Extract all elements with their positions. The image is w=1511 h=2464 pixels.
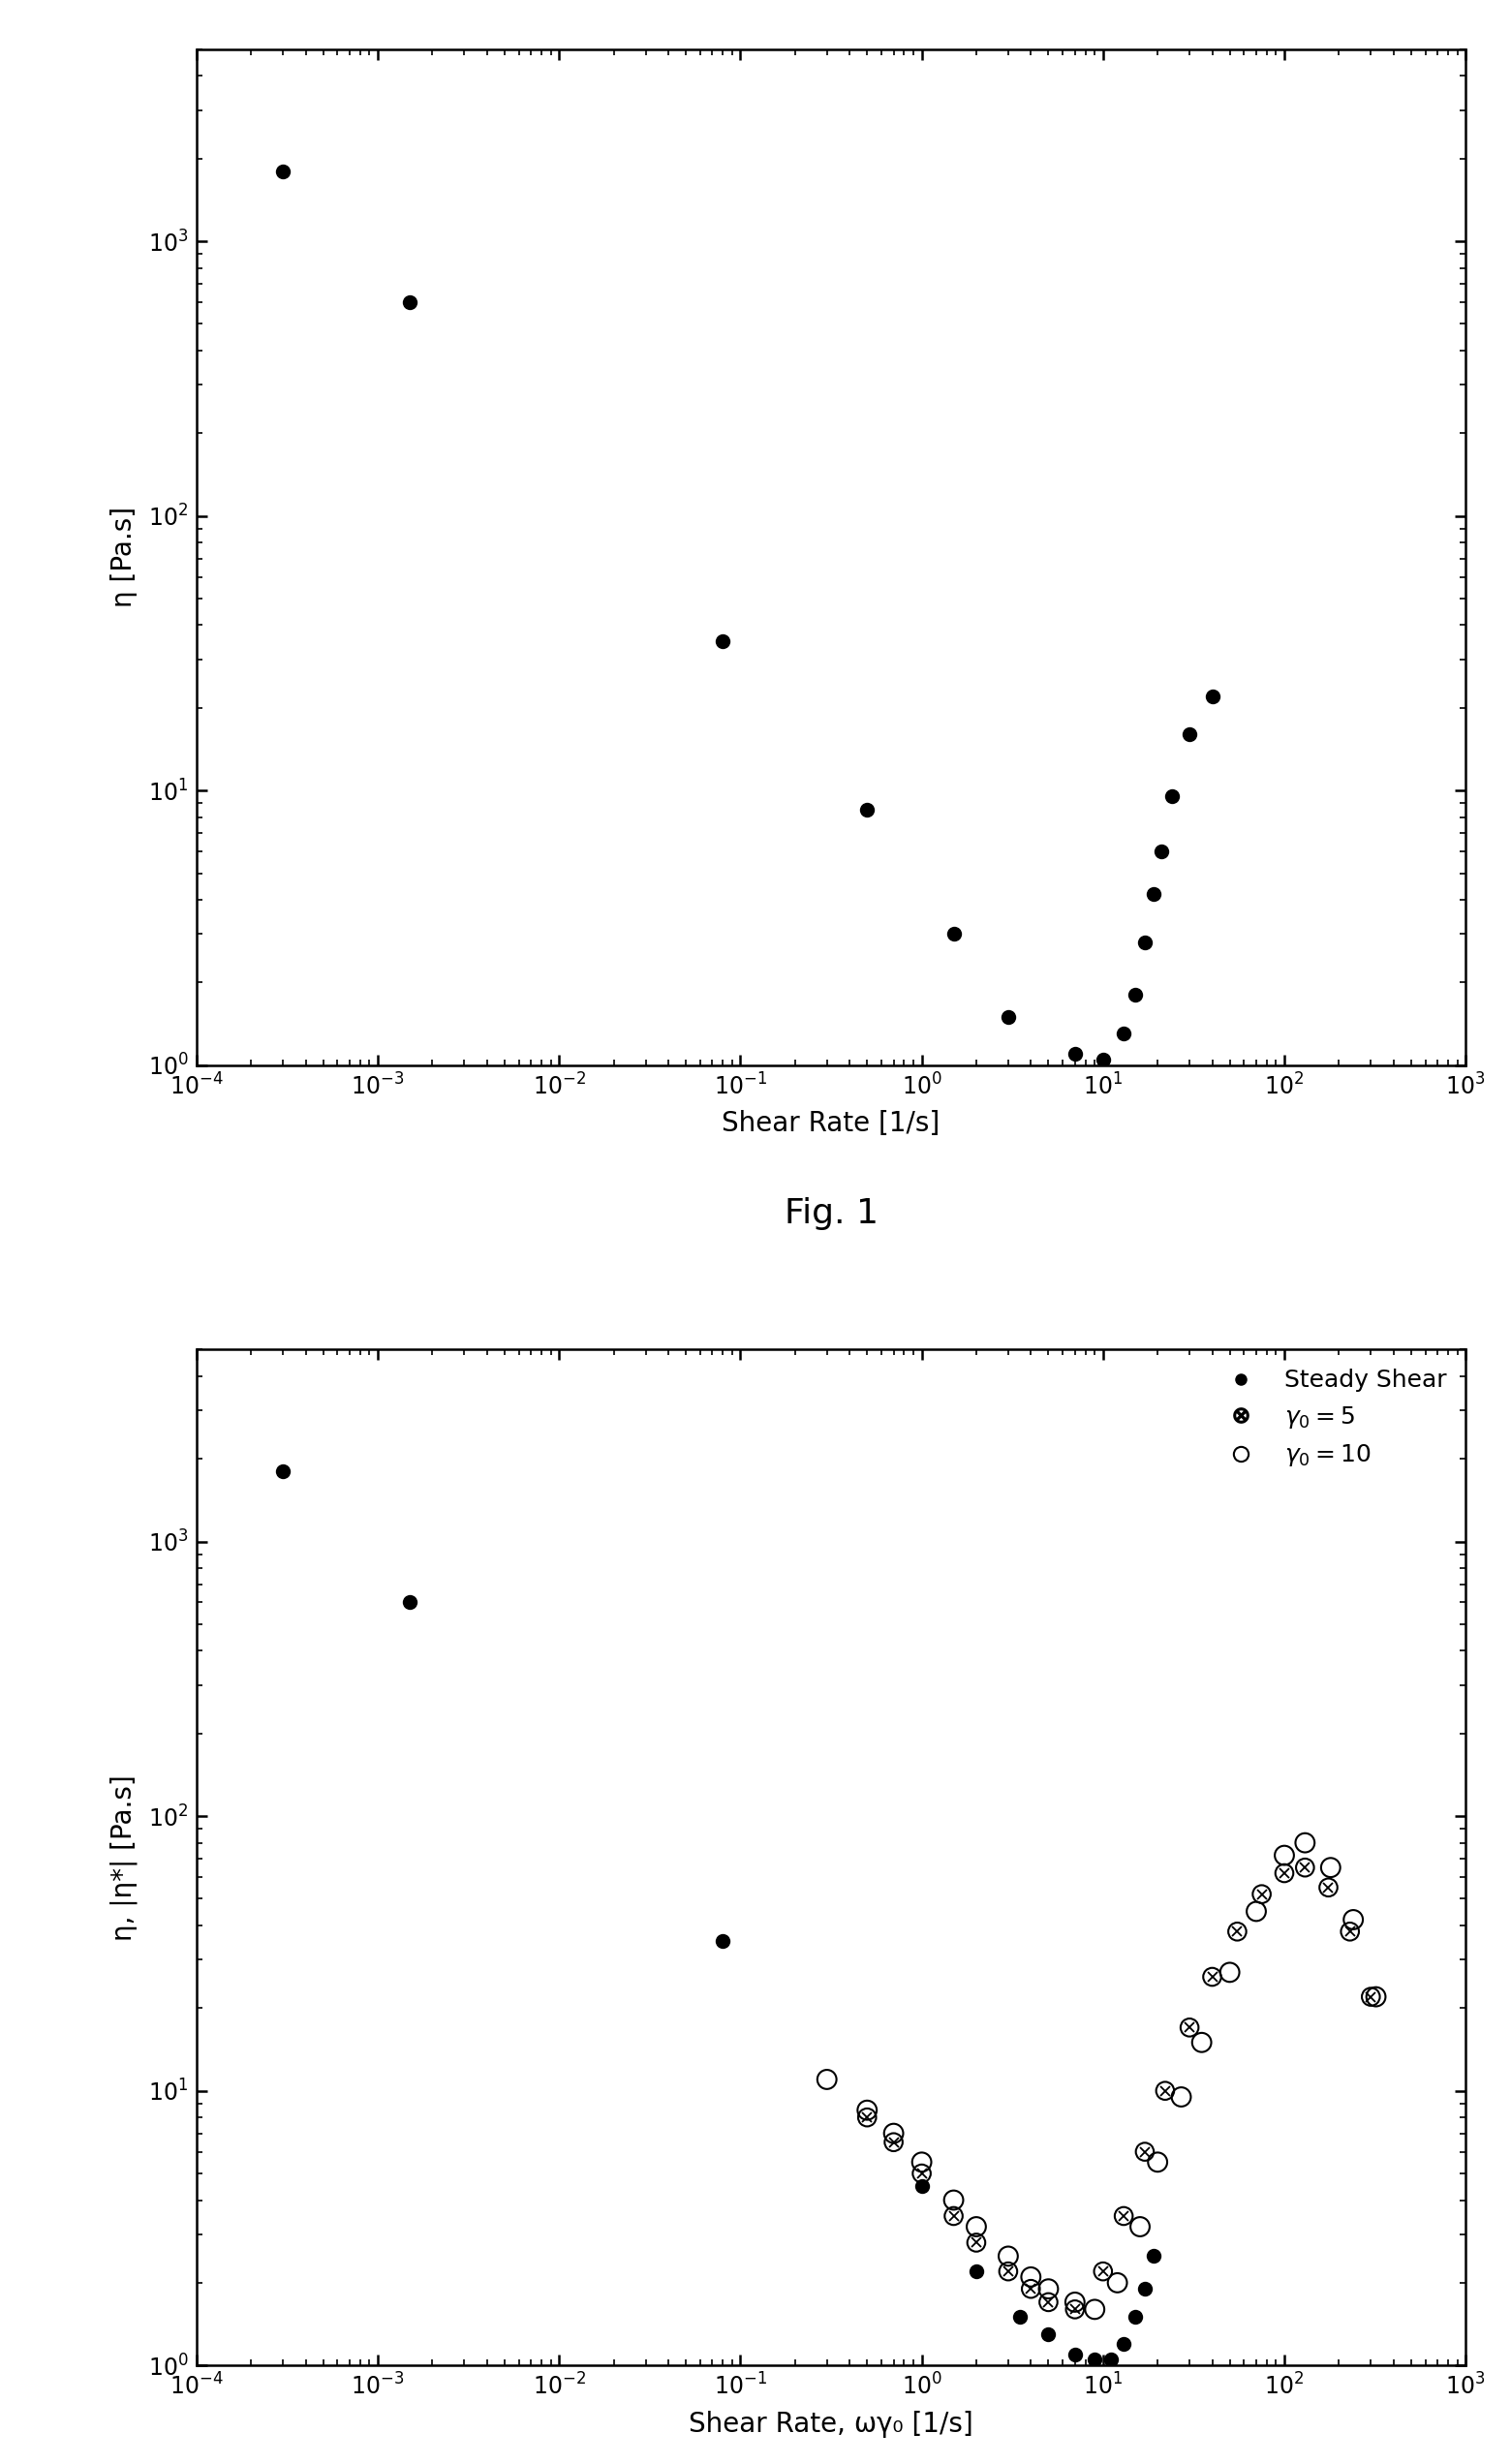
Point: [910, 2154, 934, 2193]
Point: [1062, 1035, 1086, 1074]
X-axis label: Shear Rate [1/s]: Shear Rate [1/s]: [722, 1111, 940, 1138]
Point: [1083, 2341, 1108, 2380]
Point: [1091, 1040, 1115, 1079]
Point: [710, 621, 734, 660]
Point: [1106, 2262, 1130, 2301]
Point: [910, 2141, 934, 2181]
Point: [881, 2122, 905, 2161]
Point: [1170, 2077, 1194, 2117]
Point: [855, 2089, 879, 2129]
Point: [1123, 976, 1147, 1015]
Point: [1153, 2072, 1177, 2112]
Point: [1141, 2237, 1165, 2277]
Point: [1160, 776, 1185, 816]
Y-axis label: η [Pa.s]: η [Pa.s]: [110, 508, 138, 609]
Point: [1225, 1912, 1250, 1951]
Point: [941, 2181, 966, 2220]
Point: [1337, 1912, 1361, 1951]
Point: [1358, 1976, 1383, 2016]
Point: [1177, 715, 1201, 754]
Point: [1200, 678, 1224, 717]
Point: [1133, 2131, 1157, 2171]
Point: [1189, 2023, 1213, 2062]
Point: [910, 2166, 934, 2205]
Point: [941, 2195, 966, 2235]
Point: [1112, 2324, 1136, 2363]
Point: [1037, 2314, 1061, 2353]
Point: [996, 2237, 1020, 2277]
Point: [1133, 2269, 1157, 2309]
Point: [1200, 1956, 1224, 1996]
Point: [270, 1451, 295, 1491]
Point: [1127, 2208, 1151, 2247]
Point: [1112, 1015, 1136, 1055]
Point: [1008, 2296, 1032, 2336]
Point: [397, 1582, 422, 1621]
Text: Fig. 1: Fig. 1: [784, 1198, 878, 1230]
Point: [855, 791, 879, 830]
Point: [855, 2097, 879, 2136]
Point: [397, 283, 422, 323]
Point: [1018, 2257, 1043, 2296]
Point: [1342, 1900, 1366, 1939]
Point: [1062, 2282, 1086, 2321]
Point: [1272, 1853, 1296, 1892]
Point: [881, 2114, 905, 2154]
Point: [1123, 2296, 1147, 2336]
Point: [1037, 2282, 1061, 2321]
Point: [1062, 2333, 1086, 2373]
Point: [964, 2252, 988, 2292]
Point: [1098, 2341, 1123, 2380]
Point: [1145, 2141, 1170, 2181]
X-axis label: Shear Rate, ωγ₀ [1/s]: Shear Rate, ωγ₀ [1/s]: [689, 2410, 973, 2437]
Point: [1018, 2269, 1043, 2309]
Point: [941, 914, 966, 954]
Point: [1293, 1848, 1318, 1887]
Point: [1133, 922, 1157, 961]
Point: [1319, 1848, 1343, 1887]
Point: [1218, 1951, 1242, 1991]
Point: [1316, 1868, 1340, 1907]
Point: [1177, 2008, 1201, 2048]
Point: [814, 2060, 839, 2099]
Point: [964, 2208, 988, 2247]
Point: [1062, 2289, 1086, 2328]
Point: [1250, 1875, 1274, 1915]
Point: [710, 1922, 734, 1961]
Point: [1150, 833, 1174, 872]
Point: [1244, 1892, 1268, 1932]
Point: [964, 2223, 988, 2262]
Point: [1091, 2252, 1115, 2292]
Point: [1037, 2269, 1061, 2309]
Point: [1293, 1823, 1318, 1863]
Point: [270, 150, 295, 190]
Point: [996, 2252, 1020, 2292]
Point: [1364, 1976, 1389, 2016]
Point: [1272, 1836, 1296, 1875]
Point: [1112, 2195, 1136, 2235]
Point: [1141, 875, 1165, 914]
Y-axis label: η, |η*| [Pa.s]: η, |η*| [Pa.s]: [110, 1774, 138, 1942]
Point: [1083, 2289, 1108, 2328]
Point: [996, 998, 1020, 1037]
Legend: Steady Shear, $\gamma_0 = 5$, $\gamma_0 = 10$: Steady Shear, $\gamma_0 = 5$, $\gamma_0 …: [1209, 1363, 1454, 1476]
